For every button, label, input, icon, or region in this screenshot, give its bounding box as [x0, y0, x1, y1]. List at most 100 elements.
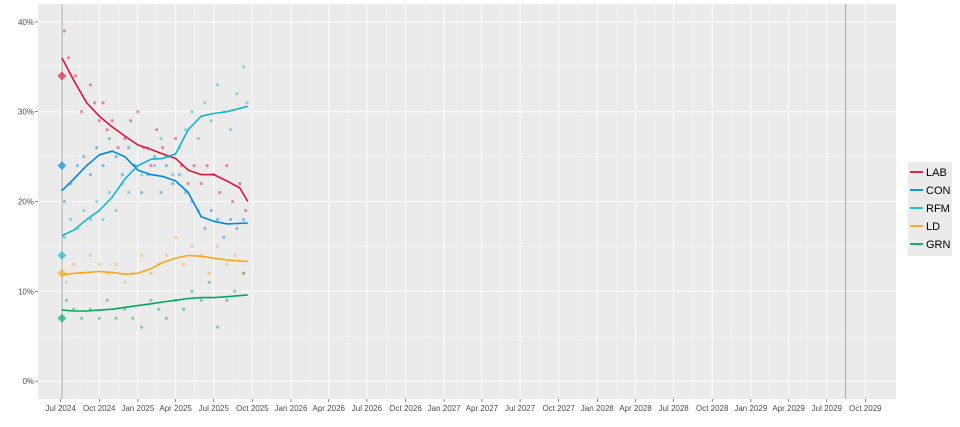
poll-point-grn — [241, 271, 246, 275]
y-tick-label: 0% — [22, 377, 34, 386]
poll-point-rfm — [215, 83, 220, 87]
poll-point-con — [127, 146, 131, 150]
poll-point-con — [209, 208, 213, 213]
x-tick-label: Jul 2026 — [352, 404, 383, 413]
poll-point-con — [228, 217, 233, 222]
poll-point-rfm — [62, 235, 67, 240]
poll-point-grn — [190, 289, 194, 293]
poll-point-con — [177, 172, 181, 177]
poll-point-lab — [73, 74, 77, 78]
poll-point-con — [107, 137, 111, 141]
y-tick-label: 10% — [18, 287, 34, 296]
trend-lines — [61, 57, 249, 312]
x-tick-label: Oct 2029 — [849, 404, 882, 413]
poll-point-con — [95, 146, 99, 150]
poll-point-lab — [101, 101, 105, 105]
election-result-grn — [57, 313, 67, 323]
election-result-rfm — [57, 250, 67, 260]
poll-point-lab — [161, 146, 165, 150]
poll-point-lab — [149, 163, 153, 168]
poll-point-grn — [105, 298, 109, 302]
election-result-ld — [57, 268, 67, 278]
poll-point-rfm — [107, 190, 111, 195]
poll-point-lab — [110, 119, 114, 123]
poll-point-rfm — [114, 208, 118, 213]
x-tick-label: Jul 2028 — [659, 404, 690, 413]
poll-point-lab — [155, 128, 159, 132]
poll-point-grn — [157, 307, 161, 311]
poll-point-rfm — [245, 101, 249, 105]
poll-point-lab — [186, 181, 190, 186]
x-tick-label: Apr 2027 — [466, 404, 499, 413]
poll-point-ld — [64, 280, 69, 284]
poll-point-grn — [72, 307, 76, 311]
poll-point-rfm — [82, 208, 86, 213]
y-tick-label: 20% — [18, 198, 34, 207]
poll-point-grn — [114, 316, 118, 320]
x-tick-label: Apr 2028 — [619, 404, 652, 413]
poll-point-ld — [241, 271, 246, 275]
x-tick-label: Jul 2024 — [46, 404, 77, 413]
trend-line-lab — [61, 57, 249, 202]
trend-line-rfm — [61, 105, 248, 237]
poll-point-lab — [218, 190, 222, 195]
poll-point-lab — [231, 199, 235, 204]
poll-point-ld — [140, 253, 144, 257]
legend-background — [908, 162, 952, 256]
poll-point-rfm — [209, 119, 213, 123]
poll-point-grn — [123, 307, 127, 311]
poll-point-con — [82, 155, 86, 159]
poll-point-rfm — [127, 190, 131, 195]
x-tick-label: Jul 2029 — [812, 404, 843, 413]
poll-point-rfm — [235, 92, 239, 96]
poll-point-con — [114, 155, 118, 159]
legend-label-grn: GRN — [926, 239, 951, 251]
poll-point-lab — [238, 181, 242, 186]
poll-point-con — [120, 172, 124, 177]
reference-lines — [61, 4, 847, 399]
election-result-lab — [57, 71, 67, 81]
x-tick-label: Jan 2029 — [734, 404, 767, 413]
poll-point-ld — [97, 262, 101, 266]
x-tick-label: Apr 2026 — [313, 404, 346, 413]
poll-point-lab — [105, 128, 109, 132]
poll-point-ld — [190, 244, 194, 248]
poll-point-con — [241, 217, 246, 222]
poll-point-rfm — [95, 199, 99, 204]
poll-point-ld — [233, 253, 237, 257]
poll-point-grn — [80, 316, 84, 320]
x-tick-label: Oct 2025 — [236, 404, 269, 413]
poll-point-ld — [215, 244, 220, 248]
legend-label-lab: LAB — [926, 167, 947, 179]
poll-point-con — [159, 190, 163, 195]
poll-point-lab — [116, 146, 120, 150]
poll-point-rfm — [203, 101, 207, 105]
grid-lines — [38, 4, 896, 399]
poll-point-lab — [205, 163, 209, 168]
poll-point-rfm — [88, 217, 93, 222]
poll-point-grn — [140, 325, 144, 329]
x-tick-label: Jan 2027 — [428, 404, 461, 413]
y-tick-label: 30% — [18, 108, 34, 117]
poll-point-con — [101, 163, 105, 168]
poll-point-con — [203, 226, 207, 231]
poll-point-lab — [129, 119, 133, 123]
poll-point-grn — [149, 298, 153, 302]
poll-point-grn — [164, 316, 168, 320]
poll-point-ld — [123, 280, 127, 284]
x-axis: Jul 2024 Oct 2024 Jan 2025 Apr 2025 Jul 2025… — [46, 399, 882, 413]
x-tick-label: Jan 2028 — [581, 404, 614, 413]
x-tick-label: Apr 2025 — [159, 404, 192, 413]
poll-point-grn — [215, 325, 220, 329]
poll-point-grn — [225, 298, 229, 302]
poll-point-ld — [225, 262, 229, 266]
poll-point-rfm — [241, 65, 246, 69]
poll-point-lab — [67, 56, 71, 60]
x-tick-label: Oct 2027 — [542, 404, 575, 413]
poll-point-grn — [97, 316, 101, 320]
poll-point-con — [222, 235, 226, 240]
poll-point-lab — [174, 137, 178, 141]
poll-point-rfm — [159, 137, 163, 141]
poll-point-ld — [114, 262, 118, 266]
